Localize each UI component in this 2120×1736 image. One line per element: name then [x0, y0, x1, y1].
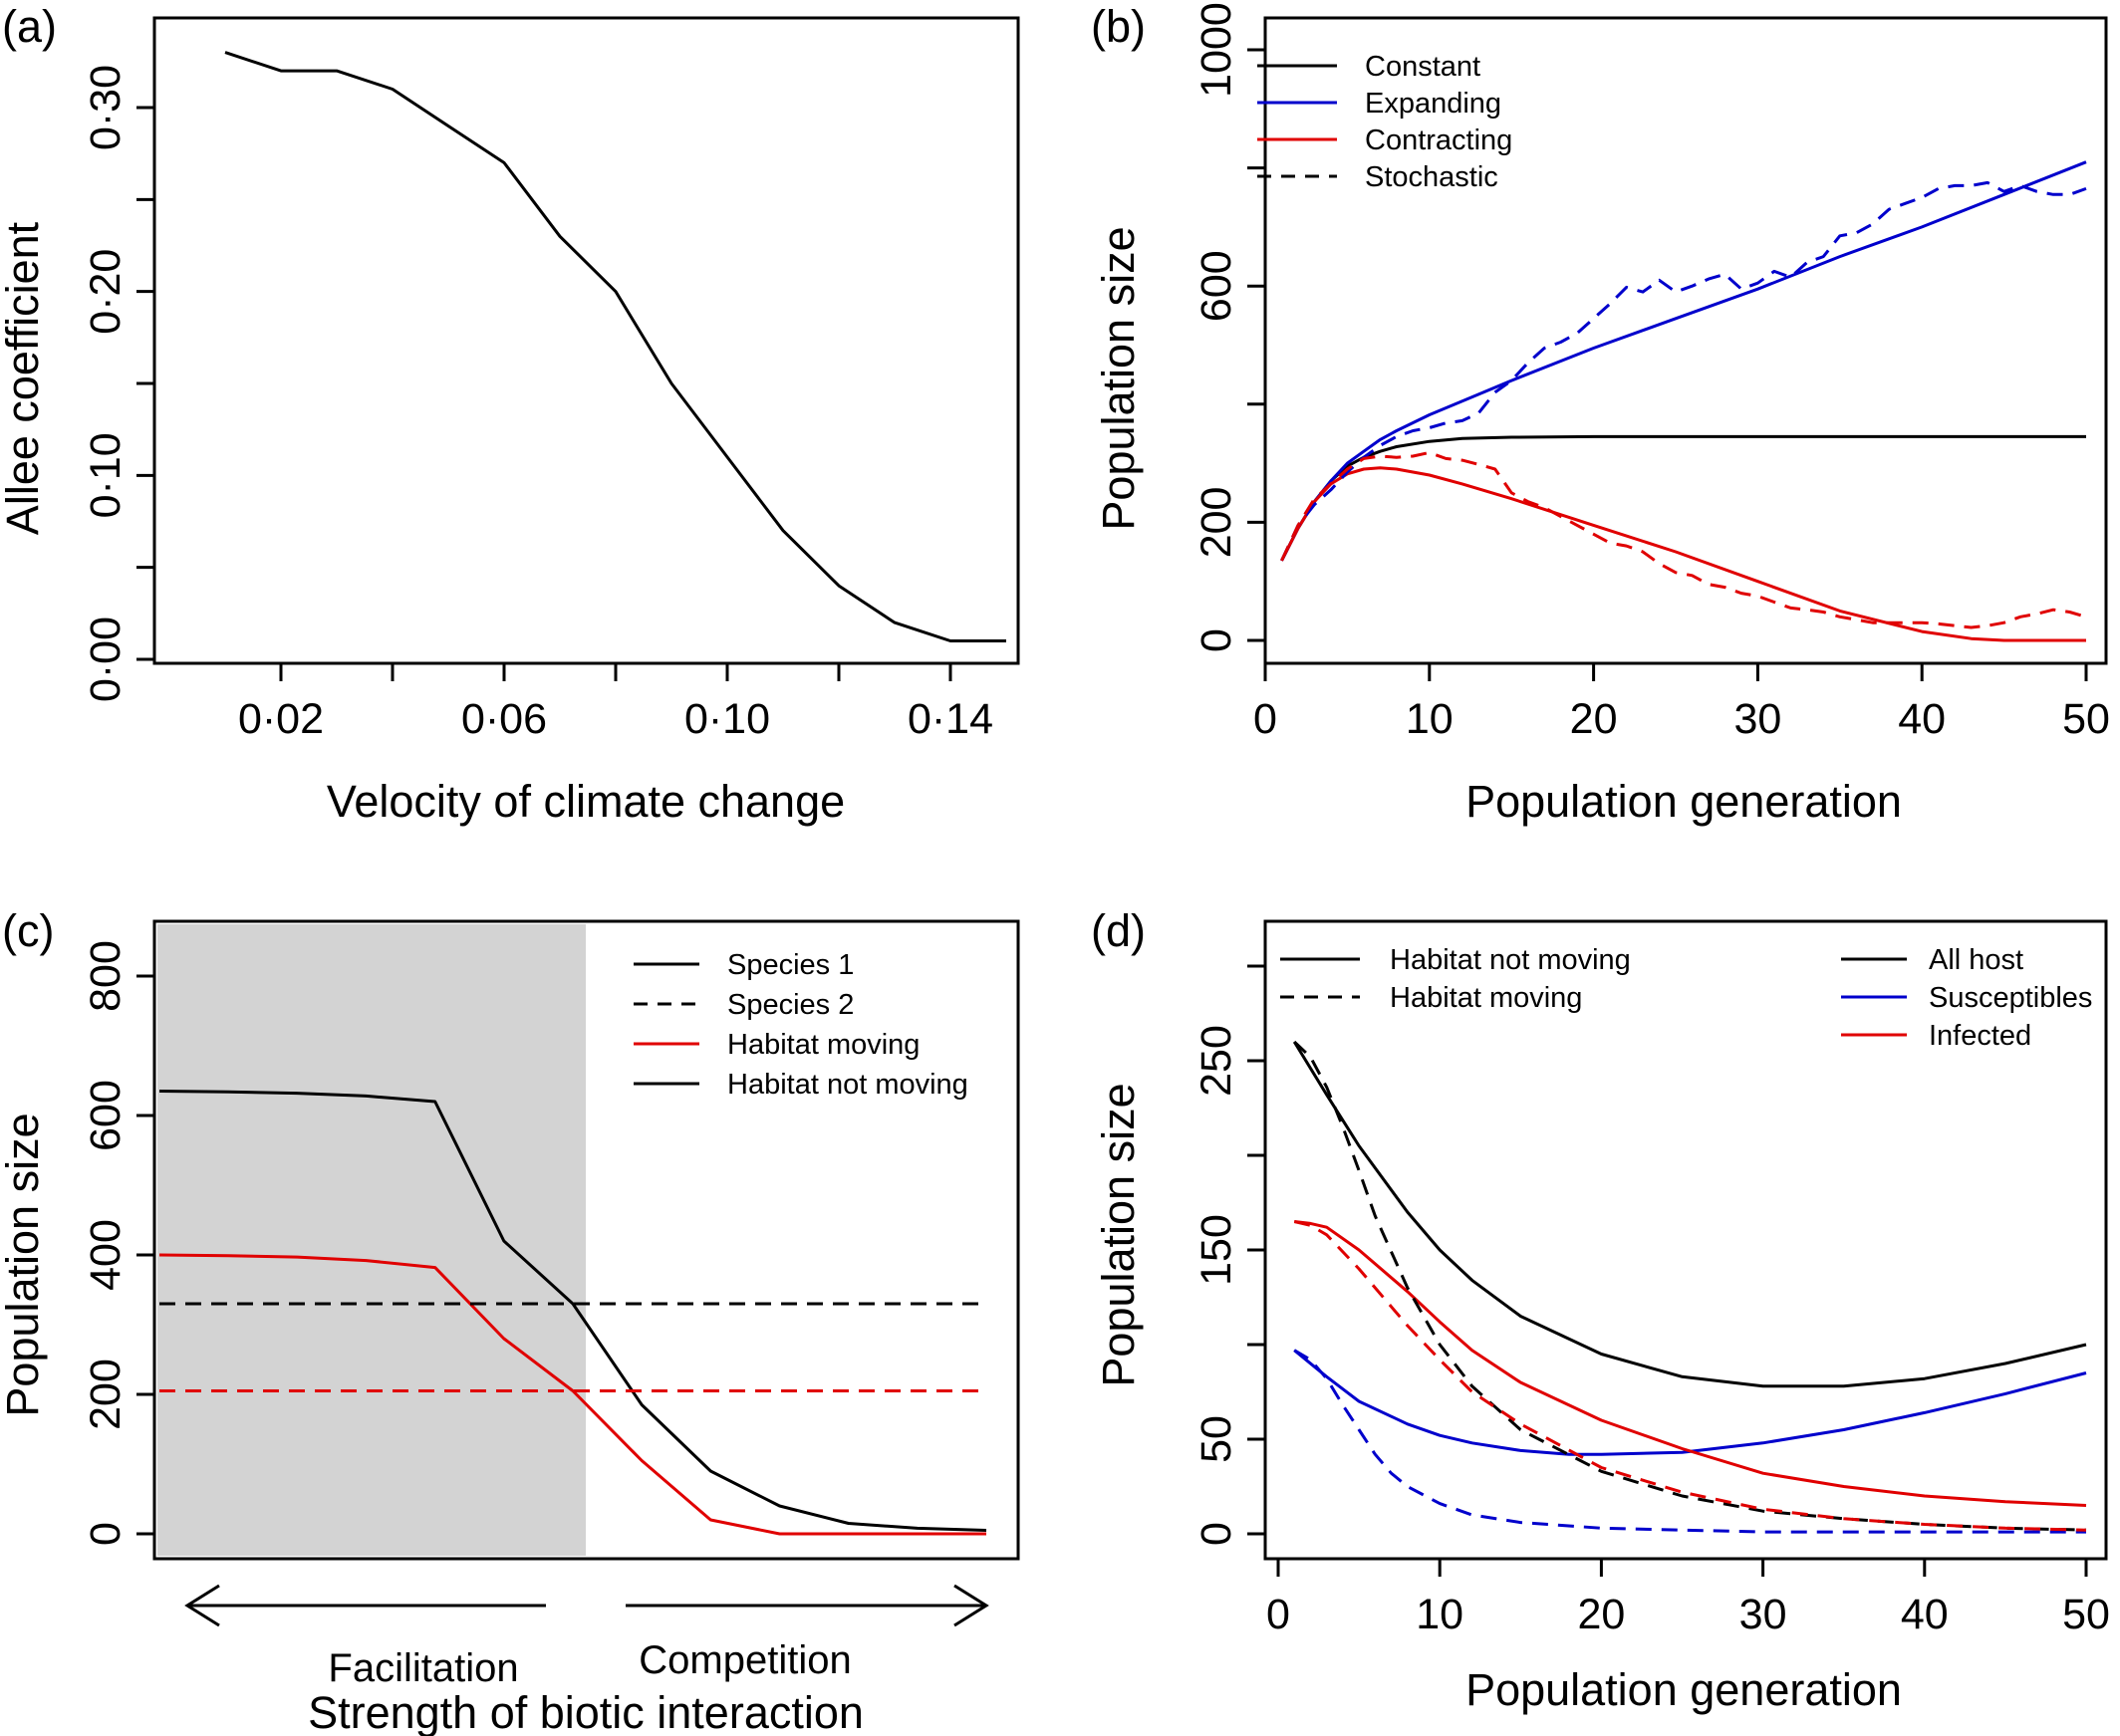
legend-d-right-label-1: All host — [1929, 944, 2023, 976]
y-tick-label: 1000 — [1192, 2, 1240, 98]
y-tick-label: 200 — [82, 1359, 130, 1430]
panel-b-ylabel: Population size — [1093, 226, 1144, 530]
legend-c-label-1: Species 1 — [727, 949, 854, 981]
panel-d-xlabel: Population generation — [1465, 1664, 1902, 1715]
x-tick-label: 20 — [1577, 1591, 1625, 1638]
legend-b-label-4: Stochastic — [1365, 161, 1498, 193]
x-tick-label: 0·10 — [684, 695, 770, 743]
y-tick-label: 0·30 — [82, 65, 130, 150]
y-tick-label: 0·00 — [82, 617, 130, 702]
panel-a-label: (a) — [2, 1, 57, 52]
y-tick-label: 0 — [1192, 628, 1240, 652]
legend-c-label-4: Habitat not moving — [727, 1069, 968, 1101]
x-tick-label: 0 — [1266, 1591, 1290, 1638]
y-tick-label: 0 — [82, 1522, 130, 1546]
legend-b-label-2: Expanding — [1365, 88, 1501, 120]
y-tick-label: 800 — [82, 940, 130, 1012]
panel-a-xlabel: Velocity of climate change — [327, 776, 845, 827]
panel-d-label: (d) — [1091, 905, 1146, 956]
x-tick-label: 10 — [1416, 1591, 1463, 1638]
legend-c-label-3: Habitat moving — [727, 1029, 920, 1061]
x-tick-label: 10 — [1406, 695, 1454, 743]
y-tick-label: 200 — [1192, 487, 1240, 559]
facilitation-label: Facilitation — [328, 1646, 518, 1690]
legend-b-label-3: Contracting — [1365, 124, 1512, 156]
y-tick-label: 250 — [1192, 1025, 1240, 1097]
x-tick-label: 40 — [1901, 1591, 1949, 1638]
panel-c-label: (c) — [2, 905, 54, 956]
legend-d-left-label-2: Habitat moving — [1390, 982, 1582, 1014]
x-tick-label: 30 — [1739, 1591, 1787, 1638]
panel-d-ylabel: Population size — [1093, 1083, 1144, 1386]
y-tick-label: 600 — [1192, 250, 1240, 322]
y-tick-label: 0·20 — [82, 249, 130, 335]
y-tick-label: 50 — [1192, 1415, 1240, 1463]
y-tick-label: 0·10 — [82, 432, 130, 518]
x-tick-label: 50 — [2062, 1591, 2110, 1638]
panel-b-xlabel: Population generation — [1465, 776, 1902, 827]
x-tick-label: 50 — [2062, 695, 2110, 743]
x-tick-label: 0 — [1253, 695, 1277, 743]
panel-c-ylabel: Population size — [0, 1113, 48, 1416]
y-tick-label: 150 — [1192, 1214, 1240, 1286]
y-tick-label: 600 — [82, 1080, 130, 1151]
x-tick-label: 40 — [1898, 695, 1946, 743]
x-tick-label: 0·06 — [461, 695, 547, 743]
panel-a-ylabel: Allee coefficient — [0, 221, 48, 535]
competition-label: Competition — [639, 1638, 851, 1682]
y-tick-label: 400 — [82, 1219, 130, 1291]
legend-c-label-2: Species 2 — [727, 989, 854, 1021]
x-tick-label: 30 — [1733, 695, 1781, 743]
x-tick-label: 20 — [1570, 695, 1618, 743]
x-tick-label: 0·14 — [908, 695, 993, 743]
y-tick-label: 0 — [1192, 1522, 1240, 1546]
legend-d-right-label-2: Susceptibles — [1929, 982, 2092, 1014]
facilitation-shaded-region — [157, 924, 586, 1556]
legend-d-right-label-3: Infected — [1929, 1020, 2031, 1052]
legend-d-left-label-1: Habitat not moving — [1390, 944, 1631, 976]
panel-b-label: (b) — [1091, 1, 1146, 52]
legend-b-label-1: Constant — [1365, 51, 1480, 83]
x-tick-label: 0·02 — [238, 695, 324, 743]
panel-c-xlabel: Strength of biotic interaction — [308, 1687, 864, 1736]
